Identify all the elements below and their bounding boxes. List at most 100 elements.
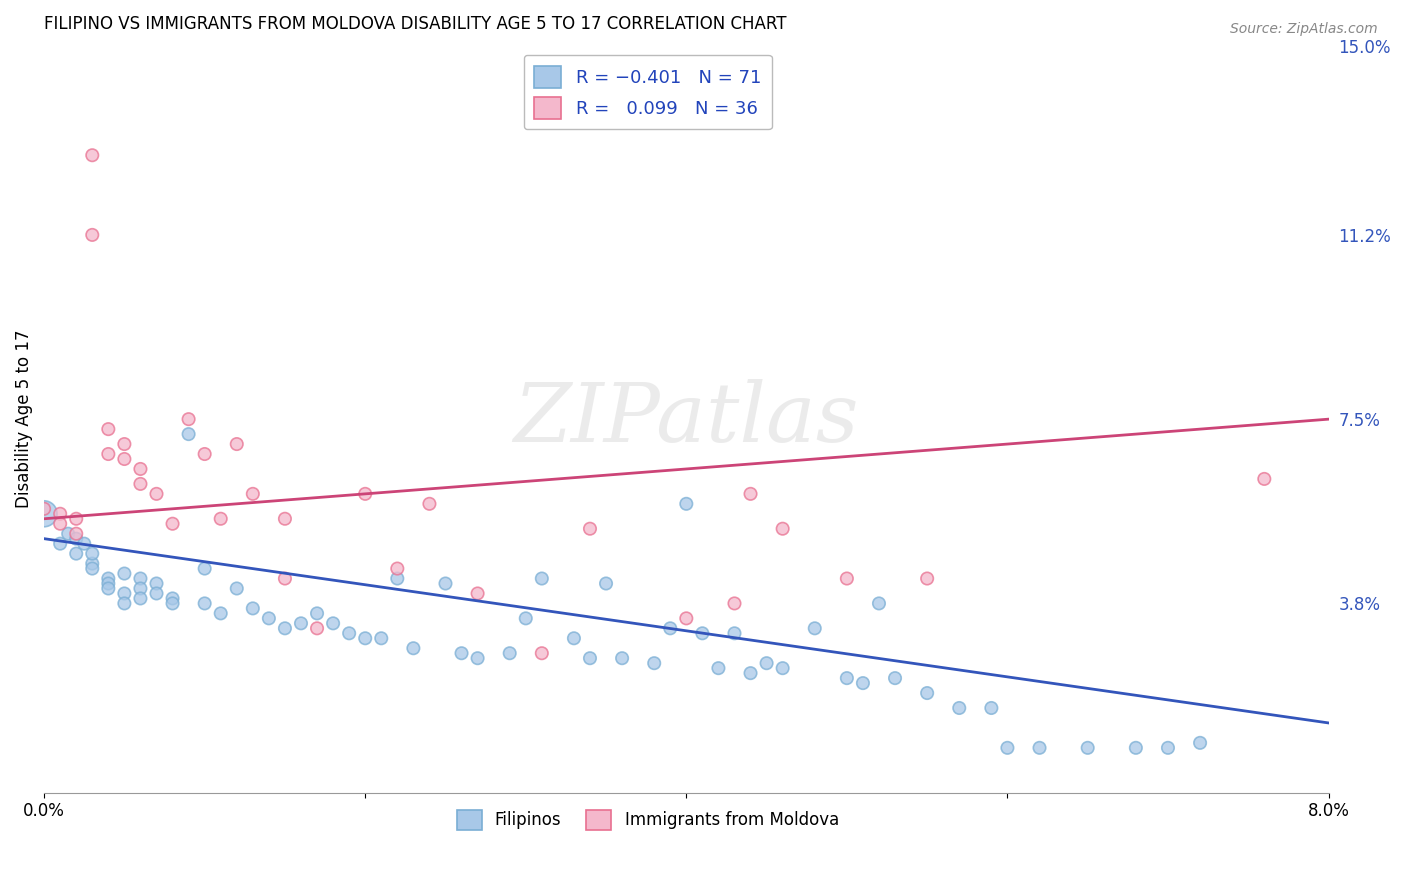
Point [129,572,152,586]
Point [434,576,457,591]
Point [162,591,184,606]
Point [58,526,80,541]
Point [177,427,200,442]
Point [145,576,167,591]
Point [579,522,602,536]
Point [32,501,55,516]
Point [915,686,938,700]
Point [209,607,232,621]
Point [129,462,152,476]
Point [194,561,217,575]
Point [49,536,72,550]
Point [418,497,440,511]
Point [1157,740,1180,755]
Point [835,671,858,685]
Point [402,641,425,656]
Point [129,591,152,606]
Point [225,582,247,596]
Point [387,561,409,575]
Point [707,661,730,675]
Point [515,611,537,625]
Point [82,557,104,571]
Point [467,586,489,600]
Point [97,576,120,591]
Point [65,512,87,526]
Point [997,740,1019,755]
Point [274,621,297,635]
Point [948,701,970,715]
Point [354,487,377,501]
Point [145,487,167,501]
Point [73,536,96,550]
Point [32,507,55,521]
Point [755,656,778,670]
Point [82,561,104,575]
Point [980,701,1002,715]
Point [803,621,825,635]
Point [740,666,762,681]
Point [675,611,697,625]
Point [97,582,120,596]
Point [97,422,120,436]
Point [112,596,135,610]
Point [162,516,184,531]
Point [194,596,217,610]
Text: ZIPatlas: ZIPatlas [513,379,859,459]
Point [915,572,938,586]
Text: FILIPINO VS IMMIGRANTS FROM MOLDOVA DISABILITY AGE 5 TO 17 CORRELATION CHART: FILIPINO VS IMMIGRANTS FROM MOLDOVA DISA… [44,15,786,33]
Point [49,516,72,531]
Point [1253,472,1275,486]
Text: Source: ZipAtlas.com: Source: ZipAtlas.com [1230,22,1378,37]
Point [659,621,682,635]
Point [450,646,472,660]
Point [499,646,522,660]
Point [274,572,297,586]
Point [1125,740,1147,755]
Point [835,572,858,586]
Point [562,632,585,646]
Point [65,532,87,546]
Point [209,512,232,526]
Point [675,497,697,511]
Point [740,487,762,501]
Point [97,447,120,461]
Point [225,437,247,451]
Point [177,412,200,426]
Point [194,447,217,461]
Point [129,582,152,596]
Point [530,646,553,660]
Point [595,576,617,591]
Legend: Filipinos, Immigrants from Moldova: Filipinos, Immigrants from Moldova [450,803,846,837]
Point [852,676,875,690]
Point [145,586,167,600]
Point [530,572,553,586]
Point [1189,736,1212,750]
Point [579,651,602,665]
Point [257,611,280,625]
Point [49,507,72,521]
Point [884,671,907,685]
Point [337,626,360,640]
Point [112,437,135,451]
Point [290,616,312,631]
Point [467,651,489,665]
Point [305,621,328,635]
Y-axis label: Disability Age 5 to 17: Disability Age 5 to 17 [15,330,32,508]
Point [305,607,328,621]
Point [1077,740,1099,755]
Point [1028,740,1050,755]
Point [97,572,120,586]
Point [868,596,890,610]
Point [354,632,377,646]
Point [387,572,409,586]
Point [242,601,264,615]
Point [112,452,135,467]
Point [65,547,87,561]
Point [82,547,104,561]
Point [112,566,135,581]
Point [723,596,745,610]
Point [82,227,104,242]
Point [129,476,152,491]
Point [643,656,665,670]
Point [242,487,264,501]
